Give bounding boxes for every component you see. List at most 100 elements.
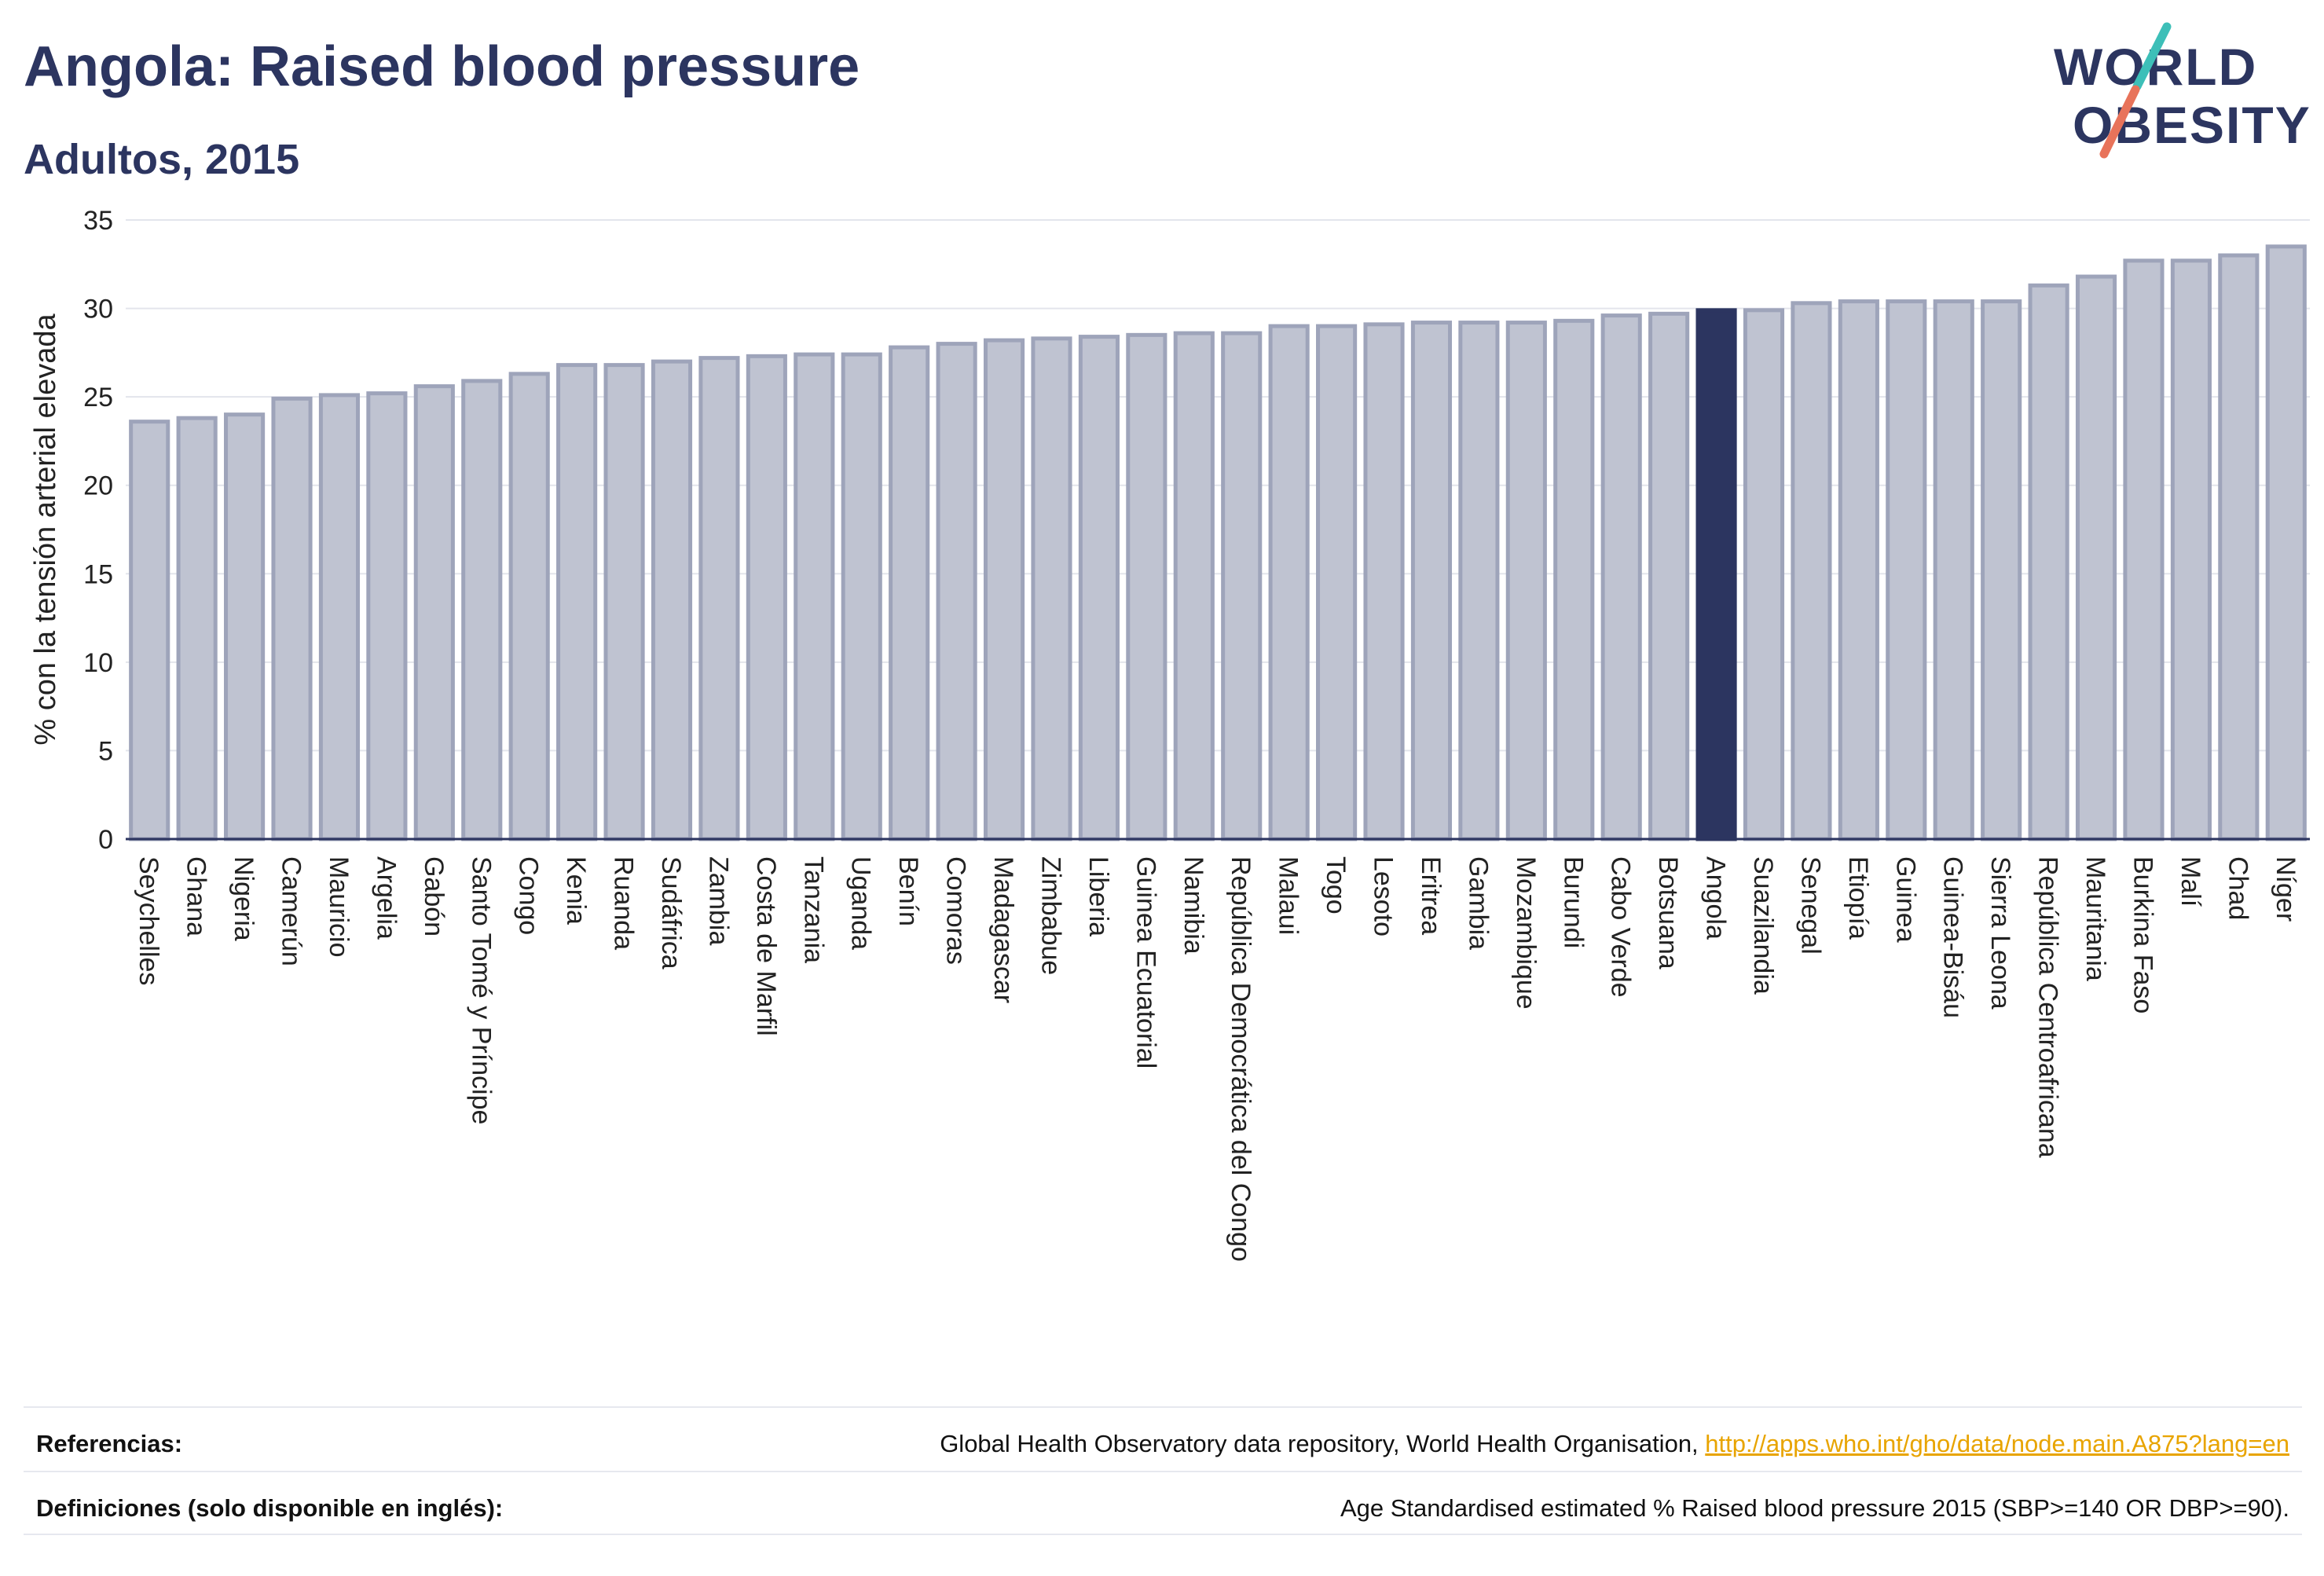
x-tick-label: Costa de Marfil xyxy=(751,856,781,1036)
x-tick-label: Kenia xyxy=(561,856,591,925)
bar xyxy=(224,412,266,841)
bar xyxy=(271,396,313,841)
bar-highlighted xyxy=(1695,308,1737,841)
bar xyxy=(1981,299,2022,841)
y-tick-label: 0 xyxy=(98,825,113,855)
bar xyxy=(1505,321,1547,841)
bar xyxy=(936,342,977,841)
bar xyxy=(1600,313,1642,841)
y-tick-label: 5 xyxy=(98,736,113,766)
bar xyxy=(2218,253,2260,841)
x-tick-label: Angola xyxy=(1701,856,1731,940)
x-tick-label: Níger xyxy=(2271,856,2300,922)
y-axis-title: % con la tensión arterial elevada xyxy=(29,313,62,746)
bar xyxy=(176,416,218,841)
x-axis-labels: Seychelles Ghana Nigeria Camerún Mauricio Arg… xyxy=(134,856,2300,1262)
x-tick-label: República Centroafricana xyxy=(2033,856,2063,1158)
x-tick-label: Argelia xyxy=(371,856,401,940)
world-obesity-logo: WORLD OBESITY xyxy=(2054,22,2310,159)
references-link[interactable]: http://apps.who.int/gho/data/node.main.A… xyxy=(1705,1430,2289,1457)
bar xyxy=(794,352,835,841)
y-tick-label: 25 xyxy=(83,383,113,412)
bar xyxy=(1410,321,1453,841)
page-subtitle: Adultos, 2015 xyxy=(24,136,300,183)
x-tick-label: Ruanda xyxy=(609,856,639,950)
bar xyxy=(1363,322,1405,841)
bar xyxy=(1791,301,1832,841)
references-text: Global Health Observatory data repositor… xyxy=(940,1430,1706,1457)
bar xyxy=(2123,258,2165,841)
x-tick-label: Burkina Faso xyxy=(2128,856,2157,1013)
x-tick-label: Uganda xyxy=(846,856,876,950)
bar xyxy=(651,359,693,841)
page-title: Angola: Raised blood pressure xyxy=(24,35,860,98)
x-tick-label: Malaui xyxy=(1274,856,1303,935)
x-tick-label: Madagascar xyxy=(988,856,1018,1003)
x-tick-label: Gambia xyxy=(1463,856,1493,950)
x-tick-label: Malí xyxy=(2176,856,2205,907)
x-tick-label: Mozambique xyxy=(1511,856,1541,1010)
bar xyxy=(2075,274,2117,841)
bar xyxy=(1743,308,1785,841)
x-tick-label: Ghana xyxy=(181,856,211,936)
x-tick-label: Gabón xyxy=(419,856,449,936)
bar xyxy=(1933,299,1974,841)
y-tick-label: 35 xyxy=(83,206,113,236)
references-label: Referencias: xyxy=(36,1430,183,1457)
bar xyxy=(508,372,550,841)
x-tick-label: Burundi xyxy=(1558,856,1588,948)
x-tick-label: Lesoto xyxy=(1369,856,1398,936)
logo-slash-coral xyxy=(2099,85,2140,159)
x-tick-label: Mauritania xyxy=(2080,856,2110,981)
x-tick-label: Sierra Leona xyxy=(1985,856,2015,1010)
x-tick-label: Etiopía xyxy=(1843,856,1873,940)
bar xyxy=(1458,321,1500,841)
x-tick-label: Chad xyxy=(2223,856,2253,920)
bar xyxy=(1553,318,1595,841)
x-tick-label: Cabo Verde xyxy=(1606,856,1636,998)
x-tick-label: Sudáfrica xyxy=(656,856,686,969)
x-tick-label: Benín xyxy=(893,856,923,926)
bar xyxy=(2028,283,2069,841)
x-tick-label: Mauricio xyxy=(324,856,354,957)
y-tick-label: 15 xyxy=(83,559,113,589)
bar xyxy=(2170,258,2212,841)
x-tick-label: Zimbabue xyxy=(1036,856,1065,975)
x-tick-label: Botsuana xyxy=(1653,856,1683,969)
bar xyxy=(318,393,361,841)
x-tick-label: Zambia xyxy=(703,856,733,945)
bar xyxy=(983,338,1025,841)
x-tick-label: Camerún xyxy=(277,856,306,966)
bar xyxy=(603,363,645,841)
bar xyxy=(413,384,455,841)
bar xyxy=(698,356,740,841)
bar xyxy=(2265,244,2307,841)
x-tick-label: Nigeria xyxy=(229,856,258,941)
y-axis-ticks: 0 5 10 15 20 25 30 35 xyxy=(83,206,113,855)
bar xyxy=(841,352,882,841)
y-tick-label: 30 xyxy=(83,295,113,324)
x-tick-label: Togo xyxy=(1321,856,1351,914)
y-tick-label: 20 xyxy=(83,471,113,501)
x-tick-label: Guinea-Bisáu xyxy=(1938,856,1968,1018)
x-tick-label: Seychelles xyxy=(134,856,163,985)
x-tick-label: Eritrea xyxy=(1416,856,1446,935)
definitions-label: Definiciones (solo disponible en inglés)… xyxy=(36,1494,504,1522)
bar xyxy=(461,379,503,841)
bar xyxy=(1838,299,1879,841)
bar xyxy=(889,345,930,841)
bar xyxy=(129,420,170,841)
definitions-row: Definiciones (solo disponible en inglés)… xyxy=(24,1471,2302,1535)
bar xyxy=(366,391,408,841)
x-tick-label: Santo Tomé y Príncipe xyxy=(466,856,496,1124)
x-tick-label: Senegal xyxy=(1795,856,1825,955)
bar xyxy=(556,363,598,841)
bar-chart: 0 5 10 15 20 25 30 35 Seychelles Ghana Nigeria Cam… xyxy=(29,206,2310,1262)
definitions-value: Age Standardised estimated % Raised bloo… xyxy=(1340,1494,2289,1522)
y-tick-label: 10 xyxy=(83,648,113,678)
bar xyxy=(1078,335,1120,841)
x-tick-label: Comoras xyxy=(941,856,971,965)
bar xyxy=(1126,332,1167,841)
bar xyxy=(1221,331,1263,841)
x-tick-label: Tanzania xyxy=(798,856,828,963)
